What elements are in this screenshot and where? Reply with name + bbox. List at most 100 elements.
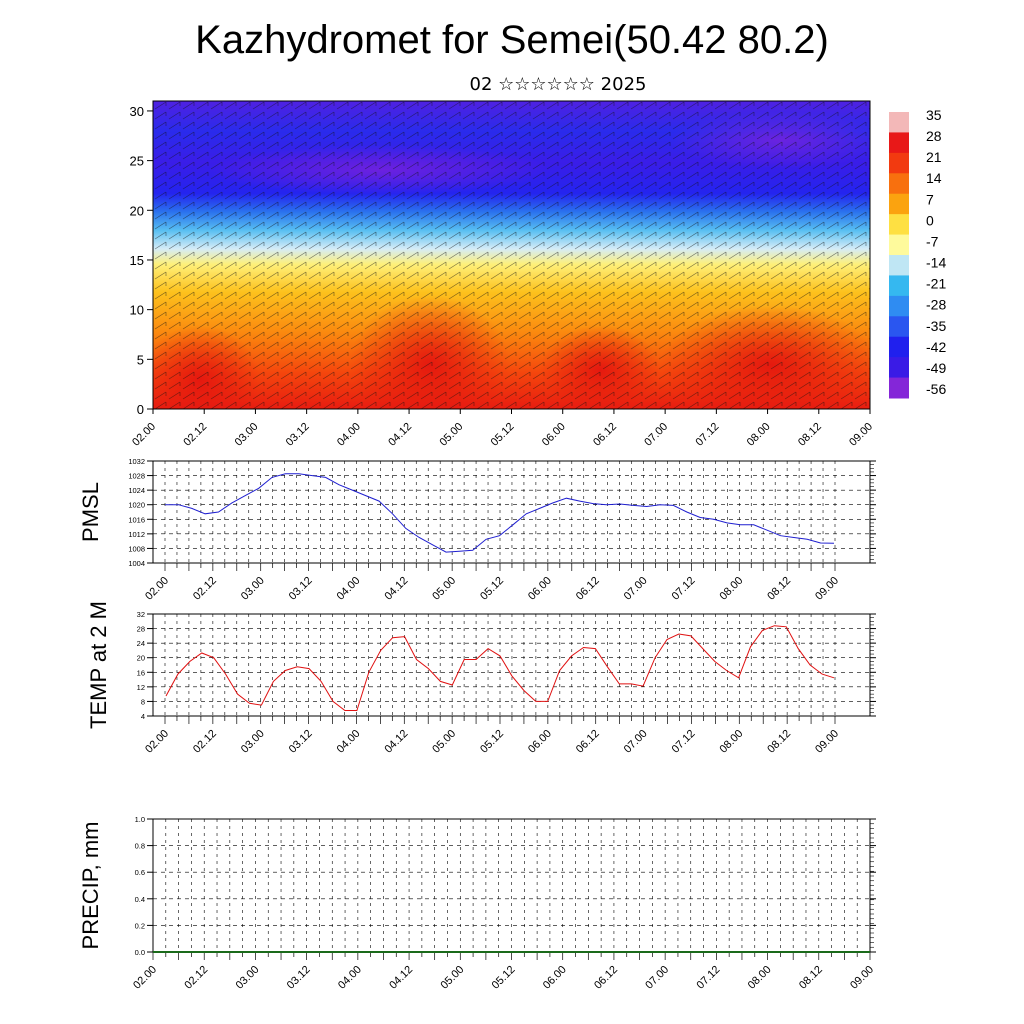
- x-tick-label: 06.12: [591, 421, 619, 449]
- y-tick-label: 1.0: [135, 815, 145, 824]
- x-tick-label: 03.12: [287, 728, 315, 756]
- x-tick-label: 06.12: [574, 728, 602, 756]
- x-tick-label: 03.00: [239, 728, 267, 756]
- y-tick-label: 20: [130, 203, 144, 218]
- y-tick-label: 12: [137, 683, 145, 692]
- colorbar-label: -21: [926, 276, 946, 292]
- x-tick-label: 06.12: [574, 575, 602, 603]
- x-tick-label: 08.12: [765, 728, 793, 756]
- precip-panel: 0.0 0.2 0.4 0.6 0.8 1.0 02.00 02.12 03.00 03.12 04…: [78, 815, 876, 992]
- colorbar-label: 7: [926, 191, 934, 207]
- x-tick-label: 02.00: [130, 421, 158, 449]
- x-tick-label: 05.00: [438, 964, 466, 992]
- x-tick-label: 05.12: [478, 728, 506, 756]
- x-tick-label: 04.00: [335, 728, 363, 756]
- colorbar-swatch: [889, 295, 909, 317]
- x-tick-label: 07.12: [694, 421, 722, 449]
- x-tick-label: 07.12: [670, 575, 698, 603]
- colorbar-swatch: [889, 377, 909, 399]
- colorbar-label: -28: [926, 297, 946, 313]
- y-tick-label: 0.4: [135, 895, 145, 904]
- pmsl-panel: 1004 1008 1012 1016 1020 1024 1028 1032 02.00 02.…: [78, 457, 876, 603]
- y-tick-label: 5: [137, 352, 144, 367]
- x-tick-label: 04.12: [387, 964, 415, 992]
- x-tick-label: 06.00: [540, 421, 568, 449]
- x-tick-label: 04.12: [382, 575, 410, 603]
- colorbar-swatch: [889, 275, 909, 297]
- x-tick-label: 08.12: [765, 575, 793, 603]
- y-tick-label: 1032: [128, 457, 145, 466]
- y-tick-label: 0.8: [135, 842, 145, 851]
- y-tick-label: 4: [141, 712, 145, 721]
- y-tick-label: 10: [130, 303, 144, 318]
- colorbar-label: -49: [926, 360, 946, 376]
- colorbar-label: -7: [926, 233, 939, 249]
- y-tick-label: 1020: [128, 501, 145, 510]
- x-tick-label: 04.00: [335, 575, 363, 603]
- y-tick-label: 0.0: [135, 948, 145, 957]
- x-tick-label: 02.00: [143, 728, 171, 756]
- x-tick-label: 09.00: [813, 575, 841, 603]
- colorbar-swatch: [889, 152, 909, 174]
- colorbar-swatch: [889, 214, 909, 236]
- y-tick-label: 1028: [128, 472, 145, 481]
- x-tick-label: 03.12: [287, 575, 315, 603]
- x-tick-label: 05.12: [490, 964, 518, 992]
- x-tick-label: 05.12: [489, 421, 517, 449]
- x-tick-label: 06.12: [592, 964, 620, 992]
- x-tick-label: 05.00: [430, 728, 458, 756]
- x-tick-label: 02.12: [191, 575, 219, 603]
- colorbar-swatch: [889, 255, 909, 276]
- chart-title: Kazhydromet for Semei(50.42 80.2): [195, 18, 829, 62]
- x-tick-label: 06.00: [526, 575, 554, 603]
- x-tick-label: 04.00: [336, 964, 364, 992]
- x-tick-label: 05.12: [478, 575, 506, 603]
- colorbar-label: 28: [926, 128, 942, 144]
- x-tick-label: 02.00: [143, 575, 171, 603]
- y-tick-label: 24: [137, 639, 145, 648]
- y-axis-title: TEMP at 2 M: [86, 601, 111, 729]
- colorbar-swatch: [889, 336, 909, 358]
- y-tick-label: 0.6: [135, 868, 145, 877]
- x-tick-label: 04.00: [335, 421, 363, 449]
- x-tick-label: 05.00: [430, 575, 458, 603]
- x-tick-label: 09.00: [813, 728, 841, 756]
- y-axis-title: PMSL: [78, 482, 103, 542]
- x-tick-label: 07.00: [643, 964, 671, 992]
- series-line: [165, 625, 835, 711]
- heatmap-field: [153, 101, 870, 409]
- colorbar-label: 0: [926, 212, 934, 228]
- y-tick-label: 15: [130, 253, 144, 268]
- x-tick-label: 07.12: [670, 728, 698, 756]
- x-tick-label: 02.12: [191, 728, 219, 756]
- x-tick-label: 02.12: [181, 421, 209, 449]
- x-tick-label: 03.12: [285, 964, 313, 992]
- y-tick-label: 1004: [128, 559, 145, 568]
- x-tick-label: 03.00: [233, 421, 261, 449]
- colorbar-label: -35: [926, 318, 946, 334]
- y-tick-label: 16: [137, 668, 145, 677]
- y-tick-label: 32: [137, 610, 145, 619]
- series-line: [165, 473, 835, 553]
- heatmap-y-axis: 0 5 10 15 20 25 30: [130, 104, 153, 417]
- colorbar-swatch: [889, 193, 909, 215]
- x-tick-label: 03.00: [239, 575, 267, 603]
- colorbar-label: 14: [926, 170, 942, 186]
- x-tick-label: 09.00: [848, 964, 876, 992]
- x-tick-label: 07.12: [695, 964, 723, 992]
- y-tick-label: 0.2: [135, 921, 145, 930]
- x-tick-label: 09.00: [847, 421, 875, 449]
- x-tick-label: 02.00: [131, 964, 159, 992]
- x-tick-label: 02.12: [182, 964, 210, 992]
- chart-subtitle: 02 ☆☆☆☆☆☆ 2025: [469, 74, 647, 95]
- x-tick-label: 06.00: [526, 728, 554, 756]
- x-tick-label: 04.12: [382, 728, 410, 756]
- y-tick-label: 0: [137, 402, 144, 417]
- y-tick-label: 30: [130, 104, 144, 119]
- x-tick-label: 08.00: [746, 964, 774, 992]
- x-tick-label: 07.00: [622, 575, 650, 603]
- y-tick-label: 25: [130, 154, 144, 169]
- colorbar: 35 28 21 14 7 0 -7 -14 -21 -28 -35 -42 -49 -56: [889, 107, 946, 399]
- heatmap-x-axis: 02.00 02.12 03.00 03.12 04.00 04.12 05.00 05.12…: [130, 409, 875, 449]
- x-tick-label: 08.00: [745, 421, 773, 449]
